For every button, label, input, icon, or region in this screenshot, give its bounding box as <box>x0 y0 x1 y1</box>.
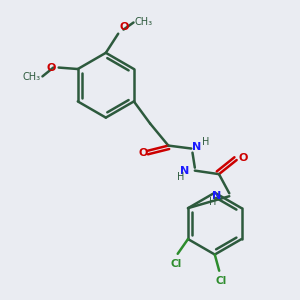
Text: O: O <box>239 153 248 163</box>
Text: H: H <box>202 137 209 147</box>
Text: N: N <box>193 142 202 152</box>
Text: Cl: Cl <box>171 259 182 269</box>
Text: O: O <box>120 22 129 32</box>
Text: H: H <box>208 196 216 206</box>
Text: Cl: Cl <box>215 276 226 286</box>
Text: N: N <box>180 166 189 176</box>
Text: O: O <box>47 63 56 73</box>
Text: O: O <box>138 148 147 158</box>
Text: CH₃: CH₃ <box>135 16 153 27</box>
Text: N: N <box>212 191 221 201</box>
Text: CH₃: CH₃ <box>23 72 41 82</box>
Text: H: H <box>177 172 184 182</box>
